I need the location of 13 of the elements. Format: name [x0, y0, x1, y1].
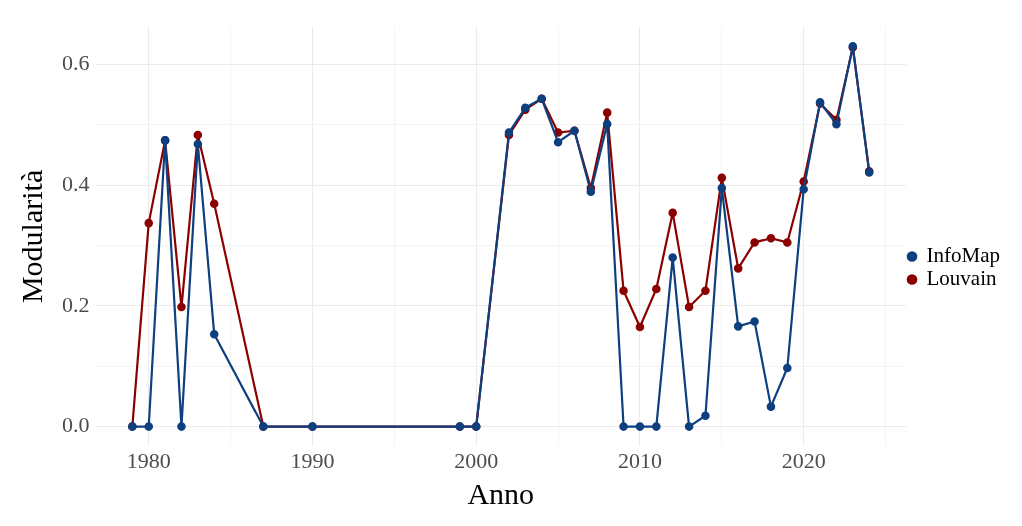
- x-tick-label: 1990: [290, 447, 335, 473]
- y-axis-title: Modularità: [14, 169, 48, 304]
- y-tick-label: 0.2: [62, 291, 90, 317]
- x-tick-label: 2020: [781, 447, 826, 473]
- x-axis-title: Anno: [467, 476, 535, 510]
- legend-label: Louvain: [926, 266, 997, 291]
- x-tick-label: 2000: [454, 447, 499, 473]
- y-tick-label: 0.0: [62, 412, 90, 438]
- y-tick-label: 0.6: [62, 50, 90, 76]
- x-tick-label: 2010: [617, 447, 662, 473]
- legend-label: InfoMap: [926, 243, 1000, 268]
- y-tick-label: 0.4: [62, 170, 90, 196]
- x-tick-label: 1980: [126, 447, 171, 473]
